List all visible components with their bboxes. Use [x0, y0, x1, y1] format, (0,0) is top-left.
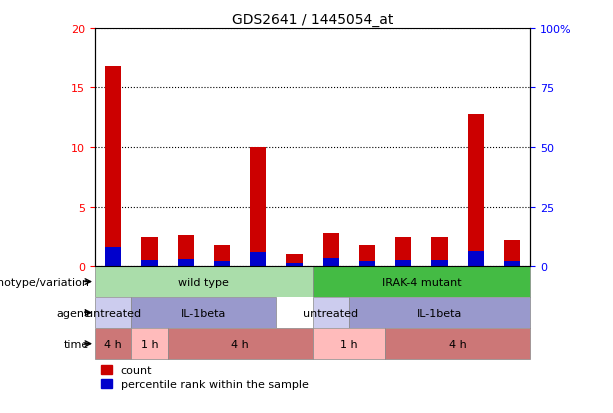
Text: genotype/variation: genotype/variation — [0, 277, 89, 287]
Bar — [131, 297, 276, 328]
Bar — [359, 262, 375, 266]
Bar — [504, 261, 520, 266]
Bar — [214, 245, 230, 266]
Text: 4 h: 4 h — [104, 339, 122, 349]
Bar — [250, 253, 267, 266]
Text: untreated: untreated — [303, 308, 359, 318]
Bar — [141, 261, 158, 266]
Bar — [95, 266, 313, 297]
Bar — [250, 147, 267, 266]
Bar — [95, 328, 131, 359]
Bar — [504, 240, 520, 266]
Text: IRAK-4 mutant: IRAK-4 mutant — [382, 277, 461, 287]
Text: 1 h: 1 h — [340, 339, 358, 349]
Bar — [395, 238, 411, 266]
Text: untreated: untreated — [86, 308, 141, 318]
Bar — [286, 263, 303, 266]
Bar — [178, 259, 194, 266]
Bar — [178, 235, 194, 266]
Bar — [385, 328, 530, 359]
Bar — [468, 252, 484, 266]
Bar — [432, 260, 447, 266]
Bar — [359, 245, 375, 266]
Bar — [395, 260, 411, 266]
Title: GDS2641 / 1445054_at: GDS2641 / 1445054_at — [232, 12, 394, 26]
Text: 4 h: 4 h — [231, 339, 249, 349]
Text: 1 h: 1 h — [140, 339, 158, 349]
Bar — [105, 247, 121, 266]
Bar — [313, 266, 530, 297]
Bar — [286, 254, 303, 266]
Bar — [432, 238, 447, 266]
Bar — [349, 297, 530, 328]
Bar — [214, 262, 230, 266]
Bar — [167, 328, 313, 359]
Bar — [322, 233, 339, 266]
Bar — [141, 238, 158, 266]
Bar — [468, 114, 484, 266]
Bar — [313, 297, 349, 328]
Text: 4 h: 4 h — [449, 339, 466, 349]
Bar — [95, 297, 131, 328]
Text: wild type: wild type — [178, 277, 229, 287]
Bar — [131, 328, 167, 359]
Text: agent: agent — [56, 308, 89, 318]
Legend: count, percentile rank within the sample: count, percentile rank within the sample — [101, 365, 308, 389]
Text: IL-1beta: IL-1beta — [181, 308, 227, 318]
Text: time: time — [64, 339, 89, 349]
Bar — [322, 259, 339, 266]
Bar — [313, 328, 385, 359]
Text: IL-1beta: IL-1beta — [417, 308, 462, 318]
Bar — [105, 67, 121, 266]
